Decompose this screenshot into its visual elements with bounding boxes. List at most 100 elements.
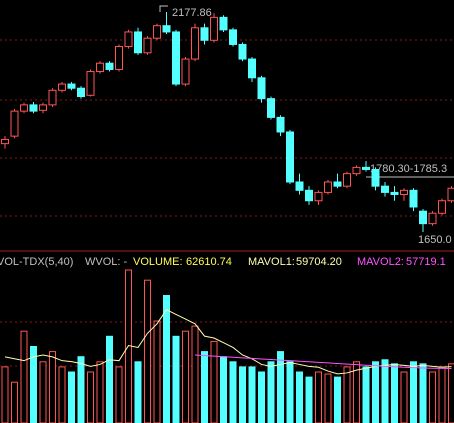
candle-body: [219, 16, 228, 31]
legend-entry: MAVOL2:: [357, 256, 404, 268]
candle-body: [181, 58, 190, 85]
candle-body: [191, 27, 199, 60]
legend-entry: VOLUME:: [133, 256, 183, 268]
candle-body: [267, 98, 275, 118]
candle-body: [77, 87, 85, 98]
volume-bar: [77, 356, 85, 423]
volume-bar: [410, 361, 417, 423]
candle-body: [1, 138, 9, 145]
candle-body: [153, 25, 161, 39]
candle-body: [134, 31, 142, 54]
candle-body: [229, 29, 237, 45]
candle-body: [115, 46, 123, 70]
candle-body: [96, 62, 104, 73]
candle-body: [58, 83, 66, 91]
candle-body: [352, 166, 361, 175]
volume-bar: [448, 363, 454, 423]
candle-body: [428, 212, 437, 225]
indicator-name: VOL-TDX(5,40): [0, 256, 73, 268]
candle-body: [324, 181, 332, 193]
indicator-extra: WVOL: -: [85, 256, 128, 268]
volume-bar: [58, 366, 66, 423]
volume-bar: [20, 330, 28, 423]
legend-value: 57719.1: [406, 256, 446, 268]
candle-body: [381, 185, 389, 193]
candle-body: [333, 181, 342, 187]
candle-body: [105, 62, 114, 70]
volume-bar: [201, 351, 208, 423]
volume-bar: [191, 325, 199, 423]
candle-body: [305, 189, 313, 202]
volume-bar: [1, 366, 9, 423]
candle-body: [343, 173, 351, 187]
candle-body: [162, 25, 171, 33]
candle-body: [257, 77, 266, 100]
candle-body: [400, 189, 408, 195]
volume-bar: [324, 373, 332, 423]
candle-body: [419, 210, 427, 225]
legend-value: 59704.20: [296, 256, 342, 268]
volume-bar: [68, 371, 75, 423]
candle-body: [67, 83, 76, 89]
volume-bar: [305, 376, 313, 423]
candle-body: [238, 43, 247, 60]
candle-body: [286, 131, 294, 183]
candle-body: [172, 31, 180, 85]
volume-bar: [153, 320, 161, 423]
candle-body: [295, 181, 304, 191]
candle-body: [10, 110, 19, 137]
volume-bar: [125, 269, 132, 423]
volume-bar: [96, 361, 104, 423]
volume-bar: [220, 356, 227, 423]
volume-bar: [144, 279, 151, 423]
candle-body: [124, 31, 133, 48]
candle-body: [438, 200, 446, 214]
volume-bar: [277, 351, 284, 423]
legend-entry: MAVOL1:: [248, 256, 295, 268]
volume-bar: [39, 361, 47, 423]
moving-average-line: [194, 354, 452, 369]
volume-bar: [391, 363, 398, 423]
volume-bar: [11, 381, 18, 423]
volume-bar: [372, 361, 379, 423]
high-pointer: [159, 5, 168, 12]
volume-bar: [210, 340, 218, 423]
volume-bar: [239, 366, 246, 423]
candle-body: [86, 71, 95, 96]
volume-bar: [30, 346, 37, 423]
candle-body: [48, 89, 57, 106]
volume-bar: [381, 359, 389, 423]
volume-bar: [172, 335, 180, 423]
volume-bar: [163, 295, 170, 423]
volume-bar: [248, 366, 256, 423]
low-annotation: 1650.0: [418, 234, 452, 246]
candle-body: [248, 58, 256, 79]
candle-body: [409, 189, 418, 208]
volume-bar: [343, 366, 351, 423]
candle-body: [29, 104, 38, 112]
volume-bar: [334, 376, 341, 423]
volume-bar: [419, 363, 427, 423]
volume-bar: [429, 371, 436, 423]
range-annotation: 1780.30-1785.3: [370, 163, 447, 175]
volume-bar: [267, 361, 275, 423]
legend-value: 62610.74: [186, 256, 232, 268]
candle-body: [276, 116, 285, 133]
volume-bar: [362, 366, 370, 423]
candle-body: [362, 166, 370, 170]
candle-body: [371, 168, 380, 187]
candle-body: [39, 104, 47, 111]
volume-bar: [258, 371, 265, 423]
candle-body: [20, 104, 28, 112]
volume-bar: [315, 371, 322, 423]
candle-body: [390, 191, 399, 195]
volume-bar: [134, 361, 142, 423]
volume-bar: [115, 366, 123, 423]
volume-bar: [286, 361, 294, 423]
candle-body: [143, 37, 152, 54]
candle-body: [447, 187, 454, 202]
volume-bar: [438, 366, 446, 423]
volume-bar: [106, 335, 113, 423]
candle-body: [314, 191, 323, 202]
